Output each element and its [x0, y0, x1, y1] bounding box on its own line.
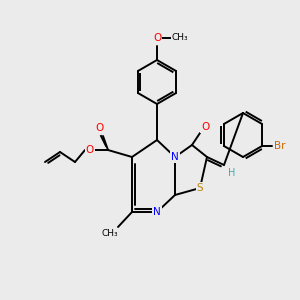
Text: S: S	[197, 183, 203, 193]
Text: CH₃: CH₃	[102, 230, 118, 238]
Text: O: O	[86, 145, 94, 155]
Text: O: O	[201, 122, 209, 132]
Text: N: N	[153, 207, 161, 217]
Text: CH₃: CH₃	[172, 34, 188, 43]
Text: O: O	[153, 33, 161, 43]
Text: N: N	[171, 152, 179, 162]
Text: O: O	[95, 123, 103, 133]
Text: Br: Br	[274, 141, 286, 151]
Text: H: H	[228, 168, 236, 178]
